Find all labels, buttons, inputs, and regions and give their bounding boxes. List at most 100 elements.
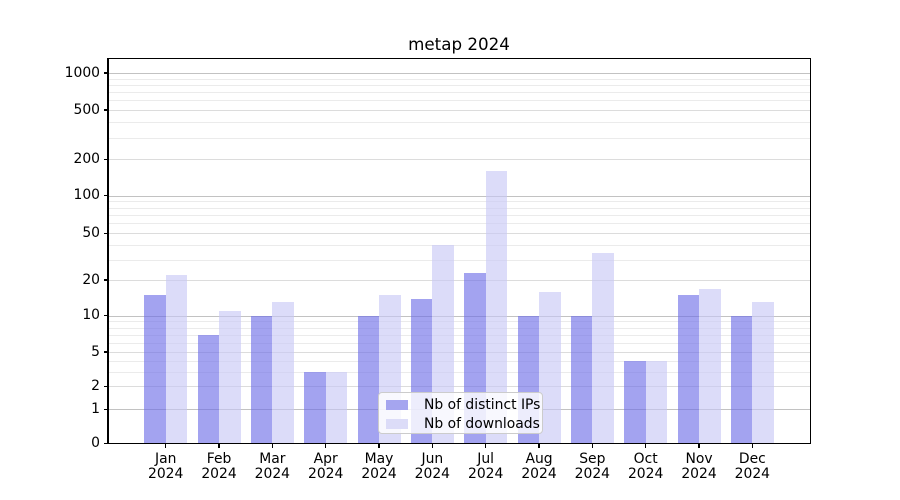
x-axis-label-jul: Jul 2024 — [467, 451, 504, 482]
legend-swatch-distinct-ips-icon — [386, 400, 408, 410]
legend-item-downloads: Nb of downloads — [386, 415, 542, 434]
bar-aug-nb-of-downloads — [539, 291, 561, 444]
x-axis-tick-feb — [218, 444, 220, 449]
bar-jan-nb-of-distinct-ips — [144, 295, 166, 444]
bar-dec-nb-of-distinct-ips — [730, 315, 753, 444]
y-axis-tick-500 — [103, 109, 108, 111]
gridline-minor-6 — [108, 342, 810, 344]
bar-feb-nb-of-distinct-ips — [197, 334, 220, 444]
y-axis-label-1: 1 — [91, 400, 100, 417]
axis-spine-right — [809, 57, 811, 444]
bar-sep-nb-of-distinct-ips — [570, 315, 593, 444]
y-axis-label-20: 20 — [82, 271, 100, 288]
gridline-2 — [108, 386, 810, 388]
bar-dec-nb-of-downloads — [752, 302, 774, 444]
y-axis-label-200: 200 — [73, 150, 100, 167]
gridline-minor-80 — [108, 207, 810, 209]
gridline-minor-800 — [108, 84, 810, 86]
bar-nov-nb-of-downloads — [699, 288, 721, 444]
bar-jul-nb-of-downloads — [485, 171, 508, 444]
gridline-50 — [108, 233, 810, 235]
x-axis-label-mar: Mar 2024 — [254, 451, 291, 482]
x-axis-label-aug: Aug 2024 — [521, 451, 557, 482]
gridline-minor-700 — [108, 92, 810, 94]
legend: Nb of distinct IPs Nb of downloads — [378, 391, 543, 434]
gridline-minor-900 — [108, 78, 810, 80]
x-axis-label-nov: Nov 2024 — [681, 451, 717, 482]
x-axis-tick-may — [378, 444, 380, 449]
gridline-minor-600 — [108, 100, 810, 102]
y-axis-label-50: 50 — [82, 224, 100, 241]
x-axis-tick-dec — [751, 444, 754, 449]
gridline-10 — [108, 315, 810, 317]
y-axis-label-5: 5 — [91, 343, 100, 360]
gridline-20 — [108, 280, 810, 281]
gridline-minor-70 — [108, 215, 810, 217]
y-axis-tick-200 — [103, 158, 108, 160]
x-axis-tick-nov — [698, 444, 700, 449]
bar-sep-nb-of-downloads — [592, 253, 614, 444]
y-axis-tick-100 — [103, 195, 108, 197]
bar-oct-nb-of-distinct-ips — [624, 361, 646, 444]
x-axis-tick-jan — [165, 444, 167, 449]
y-axis-label-0: 0 — [91, 434, 100, 451]
x-axis-label-apr: Apr 2024 — [308, 451, 344, 482]
y-axis-label-100: 100 — [73, 187, 100, 204]
x-axis-tick-oct — [644, 444, 647, 449]
y-axis-label-500: 500 — [73, 101, 100, 118]
x-axis-tick-sep — [591, 444, 594, 449]
gridline-minor-400 — [108, 122, 810, 124]
gridline-200 — [108, 159, 810, 161]
gridline-5 — [108, 352, 810, 353]
gridline-minor-90 — [108, 201, 810, 203]
gridline-minor-3 — [108, 372, 810, 374]
gridline-minor-4 — [108, 361, 810, 363]
y-axis-tick-5 — [103, 351, 108, 353]
gridline-minor-9 — [108, 321, 810, 323]
x-axis-label-sep: Sep 2024 — [574, 451, 610, 482]
y-axis-tick-1 — [103, 408, 108, 410]
y-axis-tick-0 — [103, 442, 108, 444]
x-axis-label-jun: Jun 2024 — [414, 451, 451, 482]
x-axis-label-oct: Oct 2024 — [627, 451, 664, 482]
y-axis-label-1000: 1000 — [64, 64, 100, 81]
x-axis-tick-aug — [538, 444, 540, 449]
y-axis-tick-10 — [103, 315, 108, 317]
y-axis-tick-50 — [103, 232, 108, 234]
gridline-500 — [108, 110, 810, 111]
bar-nov-nb-of-distinct-ips — [677, 295, 699, 444]
bar-mar-nb-of-downloads — [272, 302, 294, 444]
x-axis-tick-apr — [324, 444, 327, 449]
x-axis-label-dec: Dec 2024 — [734, 451, 770, 482]
axis-spine-top — [107, 57, 811, 59]
bar-apr-nb-of-distinct-ips — [304, 372, 326, 444]
legend-label-downloads: Nb of downloads — [424, 415, 540, 432]
y-axis-label-10: 10 — [82, 307, 100, 324]
y-axis-label-2: 2 — [91, 377, 100, 394]
bar-oct-nb-of-downloads — [645, 361, 668, 444]
y-axis-tick-1000 — [103, 72, 108, 74]
x-axis-tick-mar — [271, 444, 274, 449]
bar-mar-nb-of-distinct-ips — [250, 315, 273, 444]
y-axis-tick-20 — [103, 279, 108, 281]
gridline-minor-8 — [108, 327, 810, 329]
bar-jan-nb-of-downloads — [165, 275, 188, 444]
x-axis-tick-jun — [431, 444, 434, 449]
x-axis-tick-jul — [484, 444, 487, 449]
gridline-minor-30 — [108, 259, 810, 261]
chart-title: metap 2024 — [408, 34, 510, 54]
y-axis-tick-2 — [103, 385, 108, 387]
bar-may-nb-of-distinct-ips — [357, 315, 380, 444]
legend-item-distinct-ips: Nb of distinct IPs — [386, 396, 542, 415]
bar-feb-nb-of-downloads — [219, 310, 241, 444]
bar-apr-nb-of-downloads — [325, 372, 348, 444]
gridline-minor-7 — [108, 334, 810, 336]
x-axis-label-may: May 2024 — [361, 451, 397, 482]
gridline-100 — [108, 195, 810, 197]
gridline-minor-300 — [108, 137, 810, 139]
gridline-1000 — [108, 73, 810, 74]
x-axis-label-jan: Jan 2024 — [148, 451, 184, 482]
axis-spine-bottom — [107, 442, 811, 444]
legend-swatch-downloads-icon — [386, 419, 408, 429]
